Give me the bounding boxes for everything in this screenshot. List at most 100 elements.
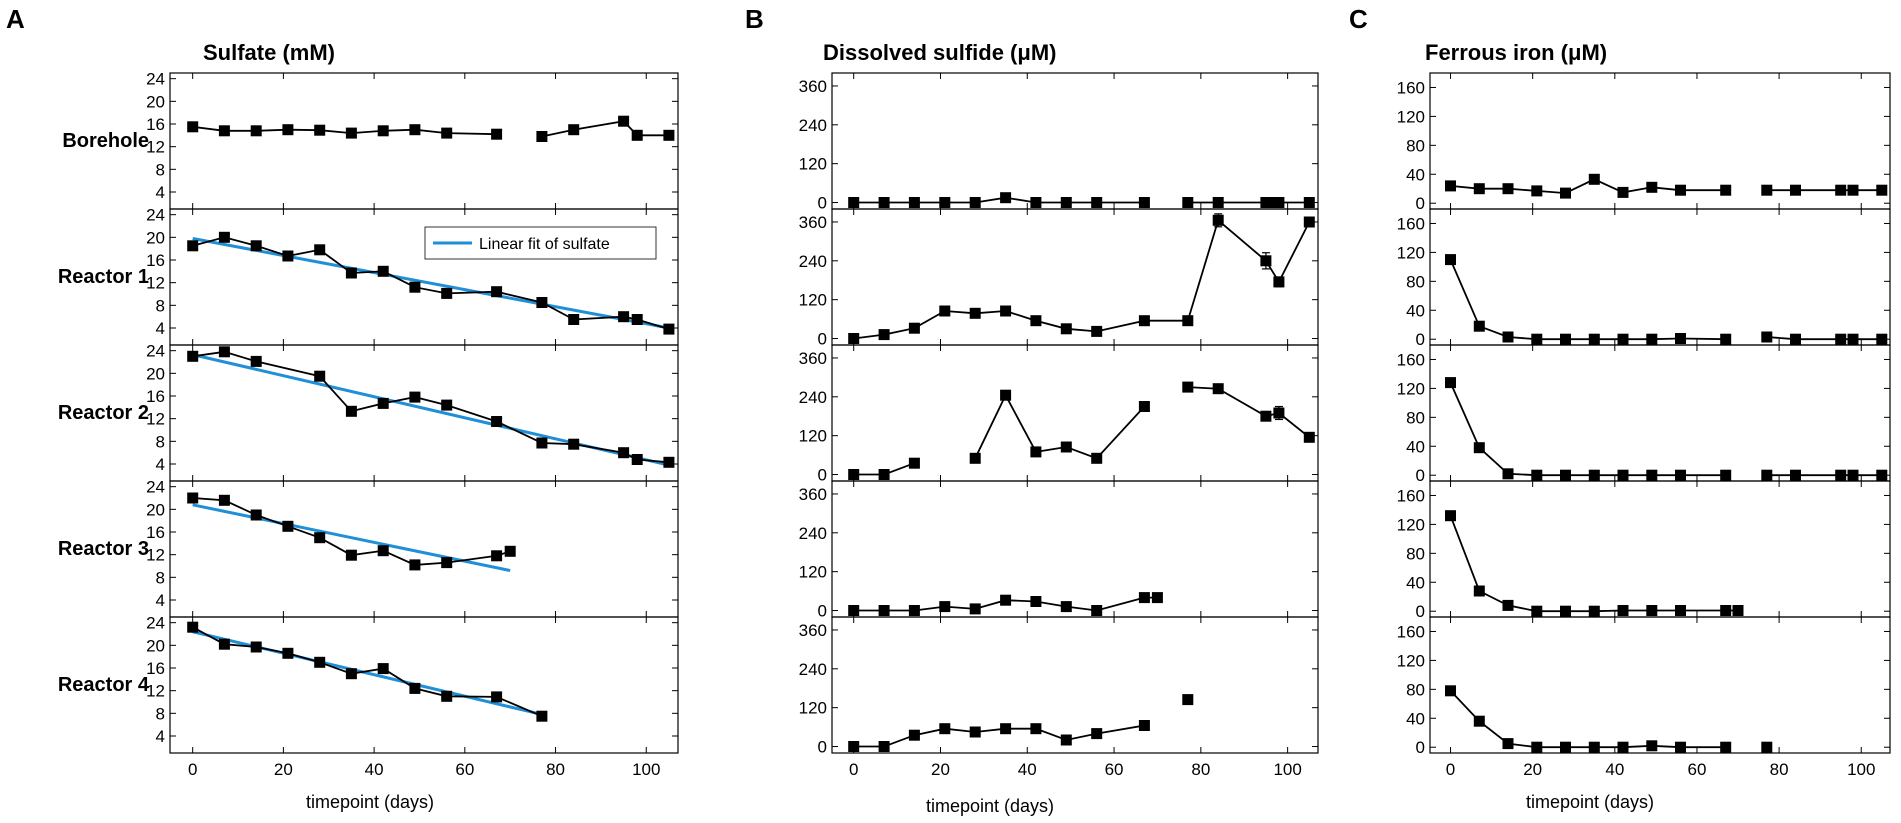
sulfide-borehole-y-tick-label: 240 (799, 116, 827, 135)
sulfate-reactor-3-linear-fit-line (192, 503, 511, 573)
ferrous-iron-reactor-3-y-tick-label: 40 (1406, 573, 1425, 592)
sulfide-reactor-1-data-point (1138, 315, 1150, 327)
sulfide-reactor-1-data-point (1060, 323, 1072, 335)
ferrous-iron-reactor-3-series-line (1449, 515, 1738, 613)
ferrous-iron-reactor-4-y-tick-label: 80 (1406, 680, 1425, 699)
sulfide-reactor-4-data-point (1182, 694, 1194, 706)
sulfate-reactor-2-data-point (250, 355, 262, 367)
sulfate-x-tick-label: 60 (455, 760, 474, 779)
sulfide-reactor-4-data-point (1091, 728, 1103, 740)
ferrous-iron-reactor-1-data-point (1790, 333, 1801, 345)
ferrous-iron-reactor-3-data-point (1473, 585, 1485, 597)
ferrous-iron-reactor-4-frame (1429, 616, 1891, 754)
ferrous-iron-reactor-4-subplot: 0 40 80 120 160 0 20 40 60 80 100 (1397, 616, 1891, 779)
sulfate-x-tick-label: 20 (274, 760, 293, 779)
sulfide-borehole-series-line (853, 196, 1310, 204)
ferrous-iron-reactor-3-subplot: 0 40 80 120 160 (1397, 480, 1891, 621)
sulfide-reactor-2-data-point (969, 452, 981, 464)
sulfate-reactor-2-y-tick-label: 4 (156, 455, 165, 474)
sulfate-borehole-data-point (441, 127, 453, 139)
sulfate-x-axis-title: timepoint (days) (306, 792, 434, 812)
ferrous-iron-reactor-1-data-point (1617, 333, 1629, 345)
row-label-borehole: Borehole (62, 130, 149, 152)
sulfide-borehole-data-point (908, 197, 920, 208)
sulfate-reactor-4-y-tick-label: 12 (146, 682, 165, 701)
sulfide-reactor-2-data-point (1182, 381, 1194, 393)
sulfate-reactor-4-data-point (377, 663, 389, 675)
ferrous-iron-x-tick-label: 100 (1847, 760, 1875, 779)
sulfate-reactor-3-subplot: 4 8 12 16 20 24 (146, 478, 679, 618)
ferrous-iron-reactor-4-y-tick-label: 120 (1397, 651, 1425, 670)
ferrous-iron-borehole-data-point (1445, 180, 1456, 192)
sulfide-reactor-1-data-point (1303, 216, 1315, 228)
ferrous-iron-reactor-2-frame (1429, 344, 1891, 482)
sulfide-reactor-4-y-tick-label: 240 (799, 660, 827, 679)
sulfate-reactor-4-data-point (187, 621, 199, 633)
sulfide-reactor-4-y-tick-label: 360 (799, 621, 827, 640)
sulfide-reactor-2-data-point (1212, 383, 1224, 395)
ferrous-iron-reactor-2-data-point (1790, 469, 1801, 481)
sulfate-reactor-2-frame (169, 344, 679, 482)
ferrous-iron-reactor-3-data-point (1617, 605, 1629, 616)
sulfate-borehole-data-point (568, 124, 580, 136)
ferrous-iron-reactor-3-y-tick-label: 160 (1397, 486, 1425, 505)
sulfide-x-tick-label: 0 (849, 760, 858, 779)
ferrous-iron-reactor-2-data-point (1646, 469, 1658, 481)
sulfide-x-tick-label: 20 (931, 760, 950, 779)
sulfide-reactor-2-y-tick-label: 120 (799, 427, 827, 446)
sulfide-reactor-3-data-point (969, 603, 981, 615)
sulfide-reactor-4-data-point (908, 729, 920, 741)
sulfide-reactor-2-data-point (1091, 452, 1103, 464)
sulfate-reactor-1-y-tick-label: 4 (156, 319, 165, 338)
sulfate-reactor-3-data-point (250, 509, 262, 521)
sulfide-reactor-2-data-point (878, 469, 890, 480)
ferrous-iron-reactor-1-data-point (1560, 333, 1571, 345)
sulfide-reactor-3-data-point (939, 601, 951, 613)
sulfate-reactor-4-data-point (314, 656, 326, 668)
sulfide-x-tick-label: 40 (1018, 760, 1037, 779)
sulfide-reactor-1-data-point (1091, 325, 1103, 337)
sulfide-borehole-frame (831, 72, 1319, 210)
ferrous-iron-reactor-4-y-tick-label: 40 (1406, 709, 1425, 728)
sulfide-reactor-1-y-tick-label: 0 (818, 330, 827, 349)
sulfide-reactor-1-frame (831, 208, 1319, 346)
sulfate-reactor-3-data-point (282, 520, 294, 532)
ferrous-iron-reactor-2-y-tick-label: 160 (1397, 350, 1425, 369)
sulfate-reactor-1-data-point (536, 297, 548, 308)
ferrous-iron-borehole-data-point (1617, 186, 1629, 198)
sulfate-reactor-3-data-point (218, 494, 230, 506)
sulfate-reactor-2-subplot: 4 8 12 16 20 24 (146, 342, 679, 482)
sulfate-reactor-4-y-tick-label: 20 (146, 636, 165, 655)
ferrous-iron-reactor-2-data-point (1847, 469, 1859, 481)
sulfate-reactor-4-data-point (491, 691, 503, 703)
sulfide-reactor-1-data-point (1273, 276, 1285, 288)
sulfate-reactor-3-data-point (441, 557, 453, 569)
sulfate-reactor-4-data-point (218, 638, 230, 650)
sulfate-reactor-2-data-point (409, 391, 421, 403)
sulfate-reactor-3-y-tick-label: 12 (146, 546, 165, 565)
ferrous-iron-reactor-4-data-point (1588, 741, 1600, 753)
ferrous-iron-borehole-series-line (1450, 178, 1882, 195)
sulfide-reactor-2-subplot: 0 120 240 360 (799, 344, 1319, 485)
ferrous-iron-reactor-4-data-point (1560, 741, 1571, 753)
ferrous-iron-borehole-data-point (1847, 184, 1859, 196)
ferrous-iron-x-tick-label: 60 (1688, 760, 1707, 779)
sulfate-reactor-2-data-point (631, 454, 643, 465)
sulfide-reactor-1-data-point (1000, 305, 1012, 317)
ferrous-iron-reactor-1-data-point (1473, 320, 1485, 332)
panel-letter-a: A (6, 4, 25, 34)
ferrous-iron-reactor-2-data-point (1445, 377, 1456, 389)
sulfide-borehole-y-tick-label: 120 (799, 155, 827, 174)
ferrous-iron-reactor-2-data-point (1835, 469, 1847, 481)
sulfate-reactor-4-y-tick-label: 16 (146, 659, 165, 678)
ferrous-iron-reactor-1-series-line (1449, 259, 1882, 341)
sulfide-reactor-1-y-tick-label: 240 (799, 252, 827, 271)
ferrous-iron-reactor-1-data-point (1835, 333, 1847, 345)
sulfide-borehole-data-point (1260, 197, 1272, 208)
sulfide-reactor-1-data-point (969, 307, 981, 319)
sulfide-x-tick-label: 100 (1273, 760, 1301, 779)
sulfate-reactor-2-data-point (663, 456, 675, 468)
sulfide-borehole-data-point (969, 197, 981, 208)
ferrous-iron-borehole-data-point (1675, 184, 1686, 196)
ferrous-iron-borehole-data-point (1835, 184, 1847, 196)
